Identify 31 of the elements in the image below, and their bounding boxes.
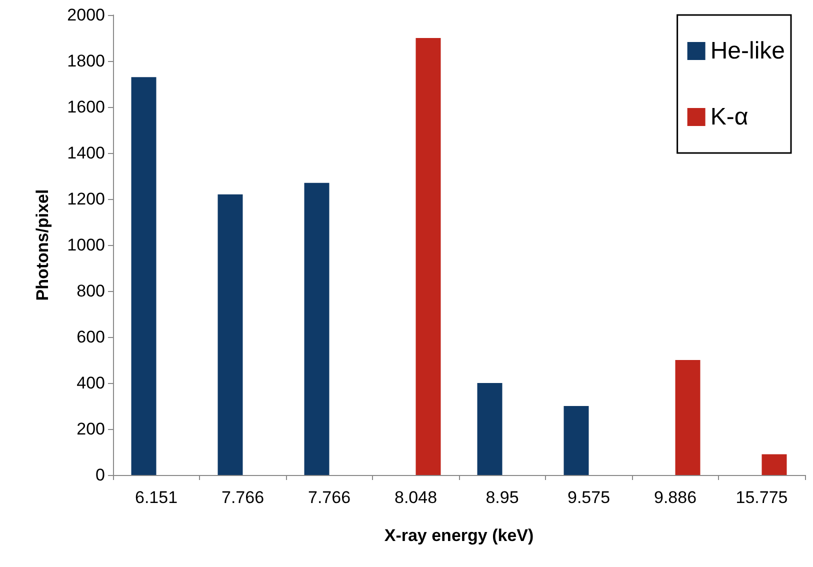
x-tick-label: 15.775 xyxy=(736,488,788,507)
x-tick-label: 8.95 xyxy=(486,488,519,507)
y-tick-label: 600 xyxy=(76,328,105,346)
bar xyxy=(416,38,441,475)
x-tick-label: 8.048 xyxy=(394,488,438,507)
y-tick-label: 0 xyxy=(96,466,105,484)
y-tick-label: 1200 xyxy=(67,190,105,208)
bar xyxy=(564,406,589,475)
x-tick-label: 6.151 xyxy=(134,488,178,507)
y-tick-label: 1000 xyxy=(67,236,105,254)
x-tick-label: 7.766 xyxy=(221,488,264,507)
y-tick-label: 400 xyxy=(76,374,105,392)
bar xyxy=(218,194,243,475)
x-tick-label: 9.575 xyxy=(567,488,610,507)
x-tick-label: 9.886 xyxy=(654,488,697,507)
y-tick-label: 800 xyxy=(76,282,105,300)
y-tick-label: 200 xyxy=(76,420,105,438)
legend-label: He-like xyxy=(710,38,786,64)
y-tick-label: 1400 xyxy=(67,144,105,162)
y-axis-title: Photons/pixel xyxy=(33,189,52,301)
bar xyxy=(477,383,502,475)
bar xyxy=(131,77,156,475)
x-axis-title: X-ray energy (keV) xyxy=(384,526,534,545)
bar xyxy=(762,454,787,475)
bar xyxy=(675,360,700,475)
y-tick-label: 1800 xyxy=(67,52,105,70)
bar xyxy=(304,182,330,475)
y-tick-label: 1600 xyxy=(67,98,105,116)
y-tick-label: 2000 xyxy=(67,6,105,24)
legend-label: K-α xyxy=(710,104,748,130)
x-tick-label: 7.766 xyxy=(308,488,351,507)
